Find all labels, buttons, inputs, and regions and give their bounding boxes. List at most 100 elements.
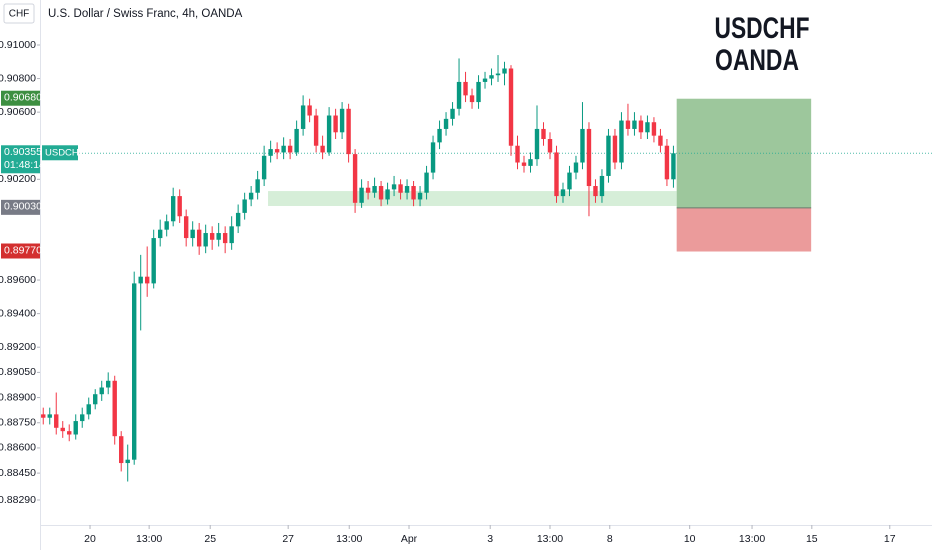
y-tick-label: 0.88450 <box>0 467 36 479</box>
candle-body <box>287 145 293 153</box>
candle-body <box>606 135 611 176</box>
candle-body <box>274 149 280 153</box>
candle-body <box>346 108 351 155</box>
candle-body <box>151 238 156 284</box>
candle-body <box>495 73 501 76</box>
x-tick-label: 25 <box>204 533 216 545</box>
candle-body <box>67 431 72 435</box>
last-price-label: 01:48:14 <box>4 159 45 171</box>
candle-body <box>47 414 52 418</box>
target-price-label: 0.90680 <box>4 92 42 104</box>
candle-body <box>482 78 488 82</box>
candle-body <box>294 128 299 153</box>
y-tick-label: 0.88750 <box>0 417 36 429</box>
y-tick-label: 0.89200 <box>0 341 36 353</box>
candle-body <box>599 175 605 197</box>
support-zone <box>268 191 677 207</box>
x-tick-label: 13:00 <box>739 533 765 545</box>
candle-body <box>593 186 598 197</box>
candle-body <box>502 68 507 74</box>
y-tick-label: 0.89400 <box>0 307 36 319</box>
candle-body <box>268 149 273 156</box>
y-tick-label: 0.88600 <box>0 442 36 454</box>
candle-body <box>320 145 325 153</box>
symbol-box[interactable] <box>3 3 35 24</box>
candle-body <box>450 108 455 119</box>
candle-body <box>528 159 533 166</box>
target-price-box <box>1 90 40 106</box>
entry-price-box <box>1 199 40 215</box>
candle-body <box>567 172 572 190</box>
symbol-box-label[interactable]: CHF <box>9 9 30 20</box>
candle-body <box>372 186 377 193</box>
candle-body <box>144 276 150 284</box>
y-tick-label: 0.89600 <box>0 274 36 286</box>
x-tick-label: 27 <box>282 533 294 545</box>
x-tick-label: 13:00 <box>537 533 563 545</box>
candle-body <box>391 184 397 190</box>
candle-body <box>106 380 111 388</box>
x-tick-label: 10 <box>684 533 696 545</box>
y-tick-label: 0.91000 <box>0 39 36 51</box>
candle-body <box>515 145 520 163</box>
y-tick-label: 0.88900 <box>0 391 36 403</box>
candle-body <box>352 154 358 203</box>
candle-body <box>248 192 254 200</box>
x-tick-label: Apr <box>401 533 418 545</box>
candle-body <box>417 192 423 200</box>
candle-body <box>261 155 267 180</box>
candle-body <box>132 283 137 460</box>
candle-body <box>645 122 650 133</box>
candle-body <box>119 436 124 464</box>
x-tick-label: 17 <box>884 533 896 545</box>
candle-body <box>612 135 618 163</box>
candle-body <box>489 75 494 79</box>
candle-body <box>196 229 202 247</box>
candle-body <box>625 120 631 129</box>
candle-body <box>424 172 429 193</box>
candle-body <box>86 404 91 415</box>
candle-body <box>398 184 403 193</box>
profit-zone <box>676 98 812 208</box>
stop-price-label: 0.89770 <box>4 244 42 256</box>
candle-body <box>73 421 78 435</box>
stop-price-box <box>1 243 40 259</box>
candle-body <box>359 187 364 203</box>
candle-body <box>157 229 163 239</box>
x-tick-label: 8 <box>607 533 613 545</box>
candle-body <box>326 115 332 153</box>
candle-body <box>112 380 117 437</box>
candle-body <box>411 186 416 200</box>
candle-body <box>209 233 215 240</box>
candle-body <box>54 414 59 428</box>
candle-body <box>443 118 449 129</box>
candle-body <box>190 229 195 239</box>
candle-body <box>580 128 585 163</box>
candle-body <box>216 233 221 240</box>
candle-body <box>404 186 410 193</box>
x-tick-label: 20 <box>84 533 96 545</box>
candle-body <box>658 135 663 146</box>
candle-body <box>164 221 169 230</box>
candle-body <box>99 387 104 395</box>
y-tick-label: 0.89050 <box>0 366 36 378</box>
annotation-line: OANDA <box>715 44 799 77</box>
candle-body <box>300 105 306 129</box>
x-tick-label: 15 <box>806 533 818 545</box>
entry-price-label: 0.90030 <box>4 201 42 213</box>
candle-body <box>281 145 286 153</box>
candle-body <box>560 189 566 197</box>
candle-body <box>541 128 546 140</box>
last-price-box <box>1 145 40 174</box>
candle-body <box>41 414 46 418</box>
candle-body <box>619 120 624 163</box>
x-tick-label: 3 <box>487 533 493 545</box>
candle-body <box>671 153 676 180</box>
candle-body <box>521 162 527 166</box>
candle-body <box>365 187 371 193</box>
candle-body <box>378 186 384 200</box>
candle-body <box>183 216 189 239</box>
chart-title: U.S. Dollar / Swiss Franc, 4h, OANDA <box>48 8 243 20</box>
candle-body <box>60 427 65 432</box>
